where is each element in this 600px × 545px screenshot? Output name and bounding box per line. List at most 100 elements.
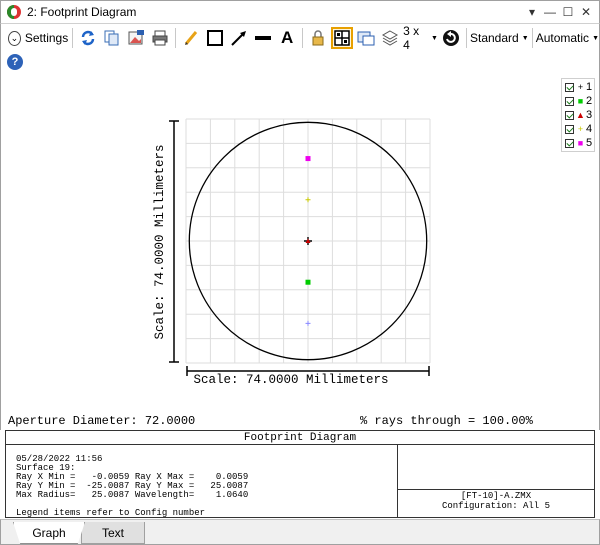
checkbox-icon[interactable] xyxy=(565,96,574,106)
checkbox-icon[interactable] xyxy=(565,138,574,148)
window-layout-button[interactable] xyxy=(355,27,377,49)
legend-marker-icon: + xyxy=(577,82,584,92)
text-tool-icon: A xyxy=(281,28,294,47)
info-file-block: [FT-10]-A.ZMX Configuration: All 5 xyxy=(398,491,594,511)
file-name: [FT-10]-A.ZMX xyxy=(460,491,532,501)
arrow-icon xyxy=(231,31,247,46)
layout-dropdown[interactable]: 3 x 4 ▼ xyxy=(403,24,438,52)
print-button[interactable] xyxy=(149,27,171,49)
printer-icon xyxy=(152,30,168,46)
aperture-circle xyxy=(188,121,428,361)
help-icon[interactable]: ? xyxy=(7,54,23,70)
legend-item[interactable]: ■ 2 xyxy=(562,94,594,108)
checkbox-icon[interactable] xyxy=(565,124,574,134)
checkbox-icon[interactable] xyxy=(565,110,574,120)
legend-item[interactable]: +1 xyxy=(562,80,594,94)
style-label: Standard xyxy=(470,31,519,45)
grid-layout-icon xyxy=(334,30,350,46)
footprint-point xyxy=(305,197,311,203)
info-title: Footprint Diagram xyxy=(6,431,594,445)
legend-item[interactable]: ■ 5 xyxy=(562,136,594,150)
legend-marker-icon: ■ xyxy=(577,138,584,148)
toolbar-divider xyxy=(175,28,177,48)
copy-button[interactable] xyxy=(101,27,123,49)
refresh-icon xyxy=(81,30,95,46)
scale-dropdown[interactable]: Automatic ▼ xyxy=(535,27,599,49)
rays-through-text: % rays through = 100.00% xyxy=(360,414,533,428)
settings-button[interactable]: ⌄ Settings xyxy=(2,27,68,49)
line-tool-button[interactable] xyxy=(252,27,274,49)
refresh-button[interactable] xyxy=(77,27,99,49)
legend: +1 ■ 2 ▲ 3 +4 ■ 5 xyxy=(561,78,595,152)
legend-item[interactable]: ▲ 3 xyxy=(562,108,594,122)
info-line: Surface 19: xyxy=(16,463,76,473)
text-tool-button[interactable]: A xyxy=(276,27,298,49)
info-line: Max Radius= 25.0087 Wavelength= 1.0640 xyxy=(16,490,249,500)
copy-icon xyxy=(104,30,119,46)
settings-label: Settings xyxy=(24,31,69,45)
legend-label: 5 xyxy=(586,137,593,149)
legend-marker-icon: ■ xyxy=(577,96,584,106)
info-line: Legend items refer to Config number xyxy=(16,508,206,518)
pencil-tool-button[interactable] xyxy=(180,27,202,49)
toolbar-divider xyxy=(531,28,533,48)
minimize-icon[interactable]: — xyxy=(544,5,556,19)
tab-graph[interactable]: Graph xyxy=(13,522,85,544)
window-menu-dropdown-icon[interactable]: ▾ xyxy=(528,5,536,19)
footprint-point xyxy=(305,279,311,285)
footprint-point xyxy=(305,238,311,243)
info-line: Ray Y Min = -25.0087 Ray Y Max = 25.0087 xyxy=(16,481,249,491)
lock-button[interactable] xyxy=(307,27,329,49)
export-button[interactable] xyxy=(125,27,147,49)
legend-label: 4 xyxy=(586,123,593,135)
layers-button[interactable] xyxy=(379,27,401,49)
info-divider xyxy=(397,445,398,517)
info-panel: Footprint Diagram 05/28/2022 11:56 Surfac… xyxy=(5,430,595,518)
configuration-text: Configuration: All 5 xyxy=(441,501,551,511)
dropdown-caret-icon: ▼ xyxy=(431,34,438,42)
layers-icon xyxy=(382,30,399,46)
export-image-icon xyxy=(128,30,145,45)
tab-bar: Text Graph xyxy=(0,519,600,545)
app-logo-icon xyxy=(7,5,21,19)
auto-grid-button[interactable] xyxy=(331,27,354,49)
title-bar: 2: Footprint Diagram ▾ — ☐ ✕ xyxy=(0,0,600,24)
dropdown-caret-icon: ▼ xyxy=(521,34,529,42)
legend-item[interactable]: +4 xyxy=(562,122,594,136)
legend-label: 2 xyxy=(586,95,593,107)
window-title: 2: Footprint Diagram xyxy=(27,5,137,19)
rotate-button[interactable] xyxy=(440,27,462,49)
footprint-point xyxy=(305,320,311,326)
aperture-diameter-text: Aperture Diameter: 72.0000 xyxy=(8,414,196,428)
footprint-plot: Scale: 74.0000 Millimeters Scale: 74.000… xyxy=(153,118,431,387)
chevron-down-icon: ⌄ xyxy=(8,30,21,46)
style-dropdown[interactable]: Standard ▼ xyxy=(470,27,529,49)
layout-label: 3 x 4 xyxy=(403,24,420,52)
rectangle-tool-button[interactable] xyxy=(204,27,226,49)
arrow-tool-button[interactable] xyxy=(228,27,250,49)
legend-marker-icon: ▲ xyxy=(576,110,585,120)
legend-marker-icon: + xyxy=(577,124,584,134)
info-line: 05/28/2022 11:56 xyxy=(16,454,103,464)
line-icon xyxy=(255,36,272,40)
info-details: 05/28/2022 11:56 Surface 19: Ray X Min = -… xyxy=(16,455,248,518)
toolbar-divider xyxy=(302,28,304,48)
x-scale-label: Scale: 74.0000 Millimeters xyxy=(193,373,388,387)
dropdown-caret-icon: ▼ xyxy=(592,34,599,42)
toolbar-divider xyxy=(465,28,467,48)
checkbox-icon[interactable] xyxy=(565,82,574,92)
tab-graph-label: Graph xyxy=(32,525,66,540)
tab-text[interactable]: Text xyxy=(81,522,145,544)
info-divider xyxy=(397,489,594,490)
lock-icon xyxy=(312,30,324,46)
pencil-icon xyxy=(185,31,198,45)
y-scale-label: Scale: 74.0000 Millimeters xyxy=(153,144,167,339)
rotate-icon xyxy=(442,30,459,46)
rectangle-icon xyxy=(207,30,224,46)
close-icon[interactable]: ✕ xyxy=(580,5,592,19)
restore-icon[interactable]: ☐ xyxy=(562,5,574,19)
footprint-point xyxy=(305,156,311,162)
window-icon xyxy=(357,31,375,46)
scale-label: Automatic xyxy=(535,31,590,45)
legend-label: 1 xyxy=(586,81,593,93)
